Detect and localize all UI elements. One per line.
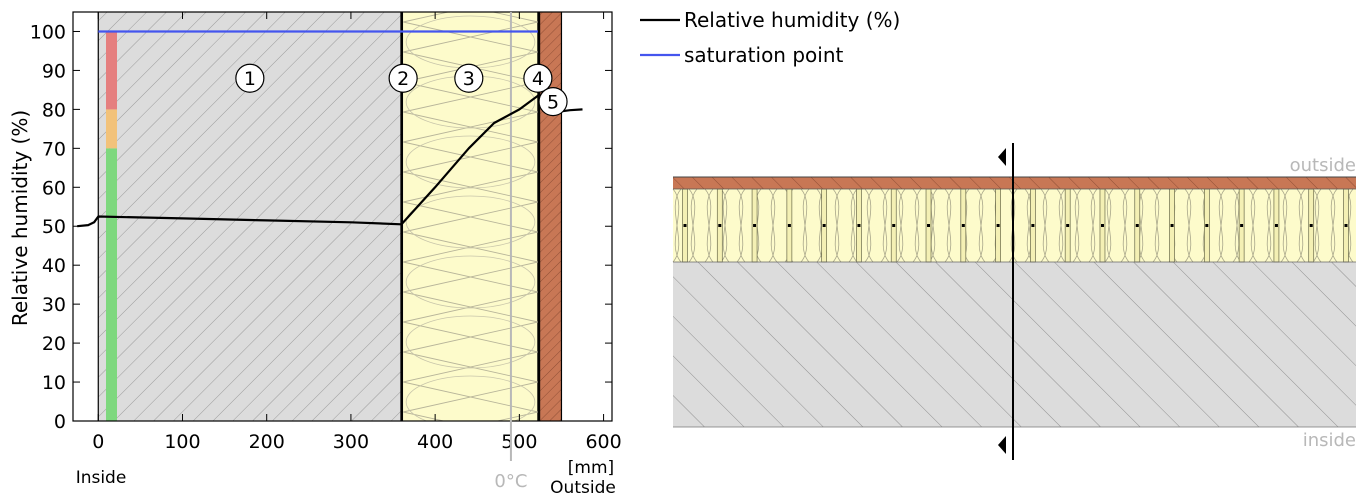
section-stud-anchor [718, 224, 722, 227]
layer-membrane-4 [537, 12, 540, 421]
section-outside-label: outside [1290, 155, 1356, 176]
y-tick-label: 10 [42, 372, 66, 394]
section-stud-anchor [961, 224, 965, 227]
x-tick-label: 400 [417, 431, 453, 453]
inside-label: Inside [76, 468, 127, 488]
section-stud-anchor [753, 224, 757, 227]
wall-section-drawing: outside inside [672, 143, 1356, 460]
insulation-loop [405, 195, 536, 249]
section-stud-anchor [996, 224, 1000, 227]
section-stud-anchor [892, 224, 896, 227]
section-stud-anchor [1066, 224, 1070, 227]
section-stud-anchor [1274, 224, 1278, 227]
x-tick-label: 300 [333, 431, 369, 453]
insulation-loop [405, 135, 536, 189]
x-tick-label: 500 [501, 431, 537, 453]
x-tick-label: 600 [585, 431, 621, 453]
humidity-indicator-bar [106, 31, 117, 422]
indicator-segment-0 [106, 148, 117, 422]
y-tick-label: 30 [42, 294, 66, 316]
section-stud-anchor [857, 224, 861, 227]
section-stud-anchor [1170, 224, 1174, 227]
section-stud-anchor [1205, 224, 1209, 227]
y-tick-label: 80 [42, 99, 66, 121]
indicator-segment-2 [106, 31, 117, 110]
indicator-segment-1 [106, 109, 117, 149]
legend-label-saturation: saturation point [684, 43, 844, 67]
section-stud-anchor [1135, 224, 1139, 227]
section-stud-anchor [1344, 224, 1348, 227]
y-tick-label: 60 [42, 177, 66, 199]
y-tick-label: 0 [54, 411, 66, 433]
insulation-loop [405, 255, 536, 309]
section-stud-anchor [1100, 224, 1104, 227]
section-stud-anchor [787, 224, 791, 227]
layer-fills [97, 12, 563, 421]
section-concrete [673, 262, 1356, 427]
section-brick [673, 177, 1356, 189]
y-axis-ticks: 0 10 20 30 40 50 60 70 80 90 100 [30, 21, 612, 433]
x-axis-unit: [mm] [568, 458, 614, 478]
insulation-loop [405, 375, 536, 421]
layer-marker-3 [454, 63, 484, 93]
outside-label: Outside [550, 478, 616, 497]
y-tick-label: 100 [30, 21, 66, 43]
legend-label-humidity: Relative humidity (%) [684, 8, 900, 32]
x-tick-label: 0 [92, 431, 104, 453]
legend: Relative humidity (%) saturation point [640, 8, 900, 67]
layer-marker-label-1: 1 [244, 68, 256, 90]
layer-marker-1 [235, 63, 265, 93]
section-stud-anchor [1240, 224, 1244, 227]
insulation-loop [405, 315, 536, 369]
y-axis-label: Relative humidity (%) [8, 110, 32, 326]
x-tick-label: 200 [249, 431, 285, 453]
section-arrow-bottom-icon [998, 436, 1006, 454]
plot-frame [72, 11, 613, 422]
section-arrow-top-icon [998, 148, 1006, 166]
y-tick-label: 40 [42, 255, 66, 277]
layer-marker-label-3: 3 [463, 68, 475, 90]
layer-marker-5 [538, 86, 568, 117]
layer-marker-2 [388, 63, 418, 93]
layer-marker-4 [523, 63, 553, 93]
section-stud-anchor [927, 224, 931, 227]
x-tick-label: 100 [164, 431, 200, 453]
y-tick-label: 70 [42, 138, 66, 160]
layer-marker-label-4: 4 [532, 68, 544, 90]
y-tick-label: 90 [42, 60, 66, 82]
humidity-chart: 0 10 20 30 40 50 60 70 80 90 100 0 100 200 300 400 500 6… [8, 11, 622, 497]
section-stud-anchor [1031, 224, 1035, 227]
layer-marker-label-2: 2 [397, 68, 409, 90]
section-inside-label: inside [1303, 430, 1356, 451]
section-stud-anchor [683, 224, 687, 227]
y-tick-label: 20 [42, 333, 66, 355]
layer-marker-label-5: 5 [547, 92, 559, 114]
section-stud-anchor [822, 224, 826, 227]
section-stud-anchor [1309, 224, 1313, 227]
zero-celsius-label: 0°C [494, 471, 527, 492]
y-tick-label: 50 [42, 216, 66, 238]
layer-markers: 1 2 3 45 [235, 63, 568, 117]
